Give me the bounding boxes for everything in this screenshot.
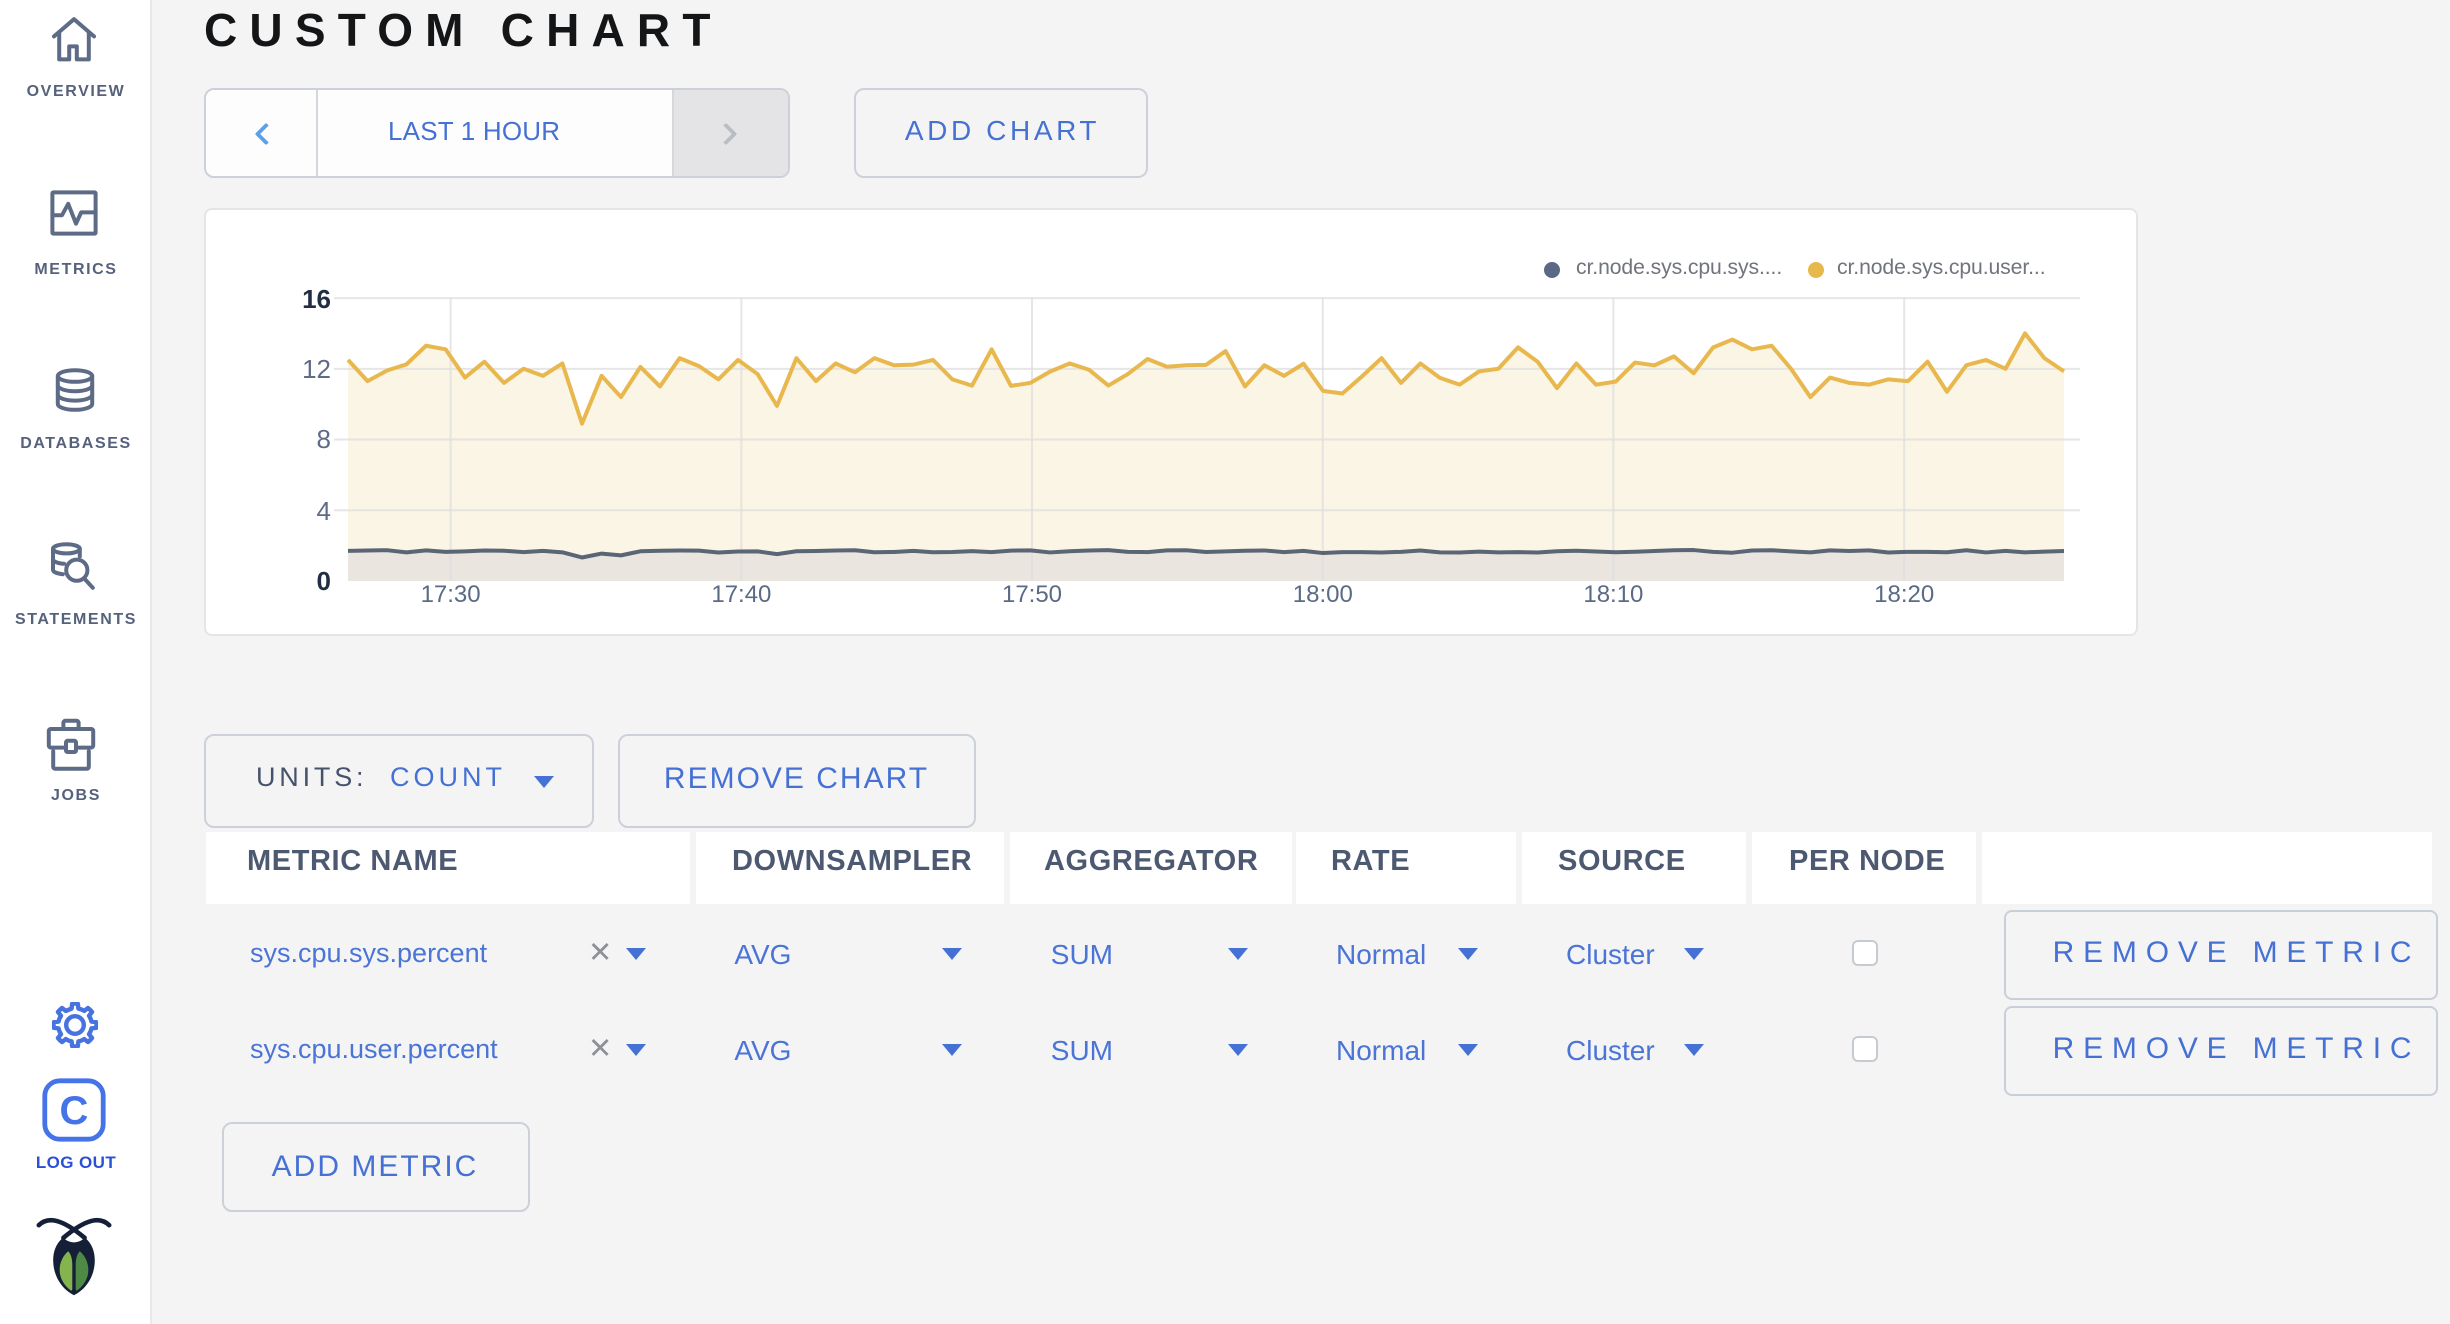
svg-text:C: C bbox=[60, 1089, 89, 1133]
